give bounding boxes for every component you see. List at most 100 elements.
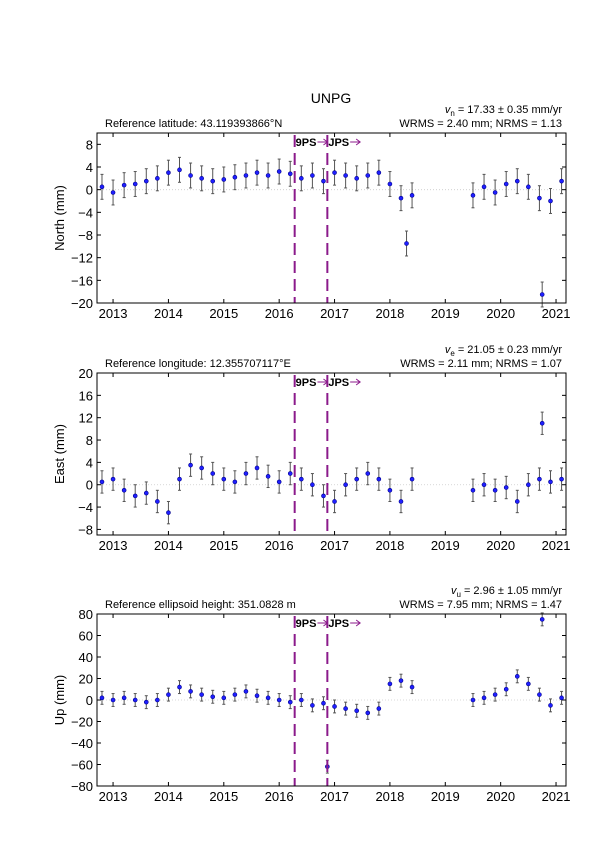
x-tick-label: 2013 [99, 306, 128, 321]
point [210, 694, 216, 700]
x-tick-label: 2014 [154, 789, 183, 804]
point [526, 184, 531, 190]
point [539, 420, 545, 426]
point [265, 695, 271, 701]
point [470, 697, 476, 703]
point [177, 476, 182, 482]
point [503, 181, 509, 187]
point [409, 476, 415, 482]
rate-symbol: v [451, 585, 458, 597]
point [537, 692, 542, 697]
point [310, 173, 315, 178]
x-tick-label: 2019 [431, 306, 460, 321]
point [121, 488, 127, 493]
point [287, 471, 293, 476]
point [539, 292, 545, 297]
y-tick-label: −20 [71, 296, 93, 311]
x-tick-label: 2017 [320, 306, 349, 321]
x-tick-label: 2017 [320, 789, 349, 804]
point [332, 499, 337, 504]
rate-symbol: v [445, 344, 452, 356]
x-tick-label: 2016 [265, 789, 294, 804]
point [526, 681, 531, 687]
y-tick-label: −40 [71, 736, 93, 751]
point [548, 198, 553, 204]
x-tick-label: 2019 [431, 789, 460, 804]
point [537, 195, 542, 201]
y-tick-label: 40 [79, 650, 93, 665]
point [177, 167, 182, 173]
point [199, 176, 204, 181]
point [548, 479, 553, 485]
stats: WRMS = 2.11 mm; NRMS = 1.07 [400, 358, 562, 370]
y-tick-label: 8 [86, 137, 93, 152]
point [199, 465, 204, 471]
point [243, 471, 249, 476]
point [287, 699, 293, 705]
point [343, 482, 348, 488]
point [321, 493, 326, 499]
y-tick-label: −16 [71, 273, 93, 288]
x-tick-label: 2015 [209, 789, 238, 804]
point [143, 699, 149, 705]
point [310, 482, 315, 488]
point [99, 184, 105, 190]
event-arrowhead [355, 378, 361, 386]
y-tick-label: 80 [79, 607, 93, 622]
rate: vn = 17.33 ± 0.35 mm/yr [445, 104, 562, 118]
point [188, 689, 193, 694]
point [287, 171, 293, 177]
plot-frame [96, 132, 567, 304]
point [254, 465, 260, 471]
point [299, 697, 304, 703]
point [376, 706, 382, 711]
point [354, 476, 359, 482]
point [221, 695, 227, 701]
point [276, 169, 282, 174]
point [387, 681, 393, 687]
event-label: 9PS [296, 377, 317, 389]
point [387, 488, 393, 493]
y-tick-label: 60 [79, 629, 93, 644]
y-tick-label: −4 [78, 205, 93, 220]
point [243, 173, 249, 178]
x-tick-label: 2020 [486, 306, 515, 321]
point [188, 462, 193, 468]
point [492, 488, 498, 493]
y-axis-label: Up (mm) [52, 675, 67, 726]
x-tick-label: 2015 [209, 306, 238, 321]
y-tick-label: −8 [78, 522, 93, 537]
point [121, 182, 127, 188]
point [254, 693, 260, 699]
y-axis-label: East (mm) [52, 424, 67, 484]
point [232, 692, 238, 697]
point [299, 476, 304, 482]
point [243, 689, 249, 694]
y-tick-label: 8 [86, 433, 93, 448]
event-label: 9PS [296, 137, 317, 149]
point [354, 708, 359, 714]
point [537, 476, 542, 482]
x-tick-label: 2018 [375, 789, 404, 804]
y-tick-label: 12 [79, 411, 93, 426]
point [166, 692, 171, 697]
y-tick-label: 20 [79, 672, 93, 687]
rate-subscript: u [456, 590, 460, 599]
point [470, 488, 476, 493]
y-tick-label: −12 [71, 251, 93, 266]
point [548, 703, 553, 708]
point [99, 695, 105, 701]
point [132, 697, 138, 703]
point [376, 476, 382, 482]
point [398, 195, 404, 201]
point [539, 617, 545, 622]
x-tick-label: 2021 [542, 789, 571, 804]
subtitle: Reference latitude: 43.119393866°N [105, 118, 282, 130]
point [121, 695, 127, 701]
point [398, 499, 404, 504]
event-label: 9PS [296, 618, 317, 630]
y-tick-label: −80 [71, 779, 93, 794]
point [276, 479, 282, 485]
point [166, 170, 171, 175]
